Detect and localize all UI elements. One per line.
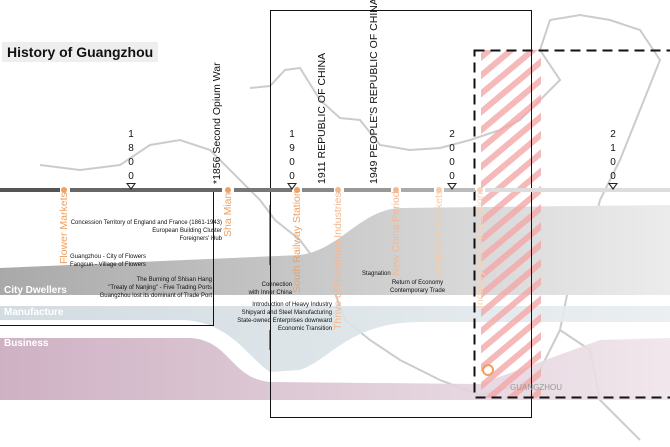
milestone-dot <box>61 187 67 193</box>
manufacture-band <box>0 306 670 372</box>
milestone-flower-markets: Flower Markets <box>58 192 70 264</box>
milestone-dot <box>477 187 483 193</box>
milestone-riverfront: Thrive of Riverfront Industries <box>332 192 344 330</box>
marker-2100-icon <box>608 183 618 190</box>
event-connection: Connection with Inner China <box>248 282 292 296</box>
marker-1900-icon <box>287 183 297 190</box>
milestone-sha-mian: Sha Mian <box>222 192 234 237</box>
milestone-dot <box>335 187 341 193</box>
milestone-dot <box>436 187 442 193</box>
period-prc: 1949 PEOPLE'S REPUBLIC OF CHINA <box>368 0 380 184</box>
milestone-dot <box>393 187 399 193</box>
milestone-wholesale: Wholesale Markets <box>433 189 445 279</box>
marker-2000-icon <box>447 183 457 190</box>
early-period-frame <box>0 190 214 326</box>
event-industry: Introduction of Heavy Industry Shipyard a… <box>237 302 332 332</box>
category-manufacture: Manufacture <box>4 307 64 318</box>
map-label: GUANGZHOU <box>510 383 562 392</box>
milestone-dot <box>294 187 300 193</box>
event-shisan: The Burning of Shisan Hang "Treaty of Nan… <box>99 277 212 299</box>
period-republic: 1911 REPUBLIC OF CHINA <box>316 52 328 184</box>
milestone-dot <box>225 187 231 193</box>
marker-1800-icon <box>126 183 136 190</box>
period-opium-war: *1856 Second Opium War <box>211 62 223 184</box>
future-frame <box>473 49 670 399</box>
event-economy: Return of Economy Contemporary Trade <box>390 280 446 294</box>
milestone-new-china: New China Period <box>390 191 402 276</box>
category-city-dwellers: City Dwellers <box>4 285 67 296</box>
event-concession: Concession Territory of England and Fran… <box>70 220 222 242</box>
event-stagnation: Stagnation <box>362 271 391 277</box>
milestone-south-railway: South Railway Station <box>291 190 303 293</box>
event-flowers: Guangzhou - City of Flowers Fangcun - Vil… <box>70 254 147 268</box>
milestone-decentralization: Industry Decentralization <box>474 192 486 308</box>
category-business: Business <box>4 338 49 349</box>
page-title: History of Guangzhou <box>2 42 159 62</box>
